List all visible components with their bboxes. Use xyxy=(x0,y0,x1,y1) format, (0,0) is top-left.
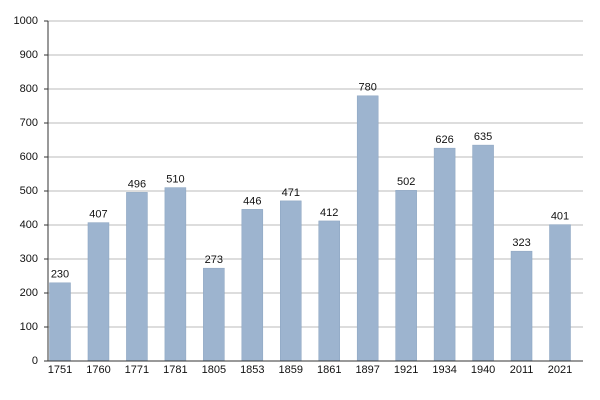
data-label: 407 xyxy=(89,209,107,221)
bar xyxy=(395,190,417,362)
data-label: 230 xyxy=(51,269,69,281)
bar xyxy=(126,192,148,362)
bar xyxy=(203,267,225,362)
y-tick-label: 800 xyxy=(20,83,38,95)
x-tick-label: 1805 xyxy=(202,364,226,376)
data-label: 446 xyxy=(243,195,261,207)
data-label: 273 xyxy=(205,254,223,266)
data-label: 626 xyxy=(435,134,453,146)
x-tick-label: 1861 xyxy=(317,364,341,376)
data-label: 323 xyxy=(512,237,530,249)
bar xyxy=(549,224,571,362)
bar xyxy=(510,250,533,362)
y-tick-label: 300 xyxy=(20,253,38,265)
bar xyxy=(472,144,494,362)
x-tick-label: 1934 xyxy=(432,364,456,376)
y-tick-label: 400 xyxy=(20,219,38,231)
bar xyxy=(280,200,302,362)
data-label: 635 xyxy=(474,131,492,143)
x-tick-label: 1921 xyxy=(394,364,418,376)
bar xyxy=(356,95,379,362)
data-label: 502 xyxy=(397,176,415,188)
y-tick-label: 100 xyxy=(20,321,38,333)
y-tick-label: 900 xyxy=(20,49,38,61)
bar xyxy=(433,147,456,362)
y-tick-label: 700 xyxy=(20,117,38,129)
bar xyxy=(87,222,110,362)
bar xyxy=(318,220,340,362)
data-label: 471 xyxy=(282,187,300,199)
bar xyxy=(164,187,187,362)
x-tick-label: 1771 xyxy=(125,364,149,376)
bar xyxy=(49,282,71,362)
x-tick-label: 1781 xyxy=(163,364,187,376)
data-label: 780 xyxy=(359,82,377,94)
x-tick-label: 2011 xyxy=(510,364,534,376)
y-tick-label: 600 xyxy=(20,151,38,163)
x-tick-label: 2021 xyxy=(548,364,572,376)
data-label: 401 xyxy=(551,211,569,223)
x-tick-label: 1897 xyxy=(355,364,379,376)
data-label: 412 xyxy=(320,207,338,219)
data-label: 496 xyxy=(128,178,146,190)
x-tick-label: 1940 xyxy=(471,364,495,376)
x-tick-label: 1853 xyxy=(240,364,264,376)
y-tick-label: 0 xyxy=(32,355,38,367)
x-tick-label: 1859 xyxy=(279,364,303,376)
x-tick-label: 1760 xyxy=(86,364,110,376)
y-tick-label: 500 xyxy=(20,185,38,197)
y-tick-label: 1000 xyxy=(14,15,38,27)
x-tick-label: 1751 xyxy=(48,364,72,376)
data-label: 510 xyxy=(166,174,184,186)
y-tick-label: 200 xyxy=(20,287,38,299)
bar xyxy=(241,209,264,362)
